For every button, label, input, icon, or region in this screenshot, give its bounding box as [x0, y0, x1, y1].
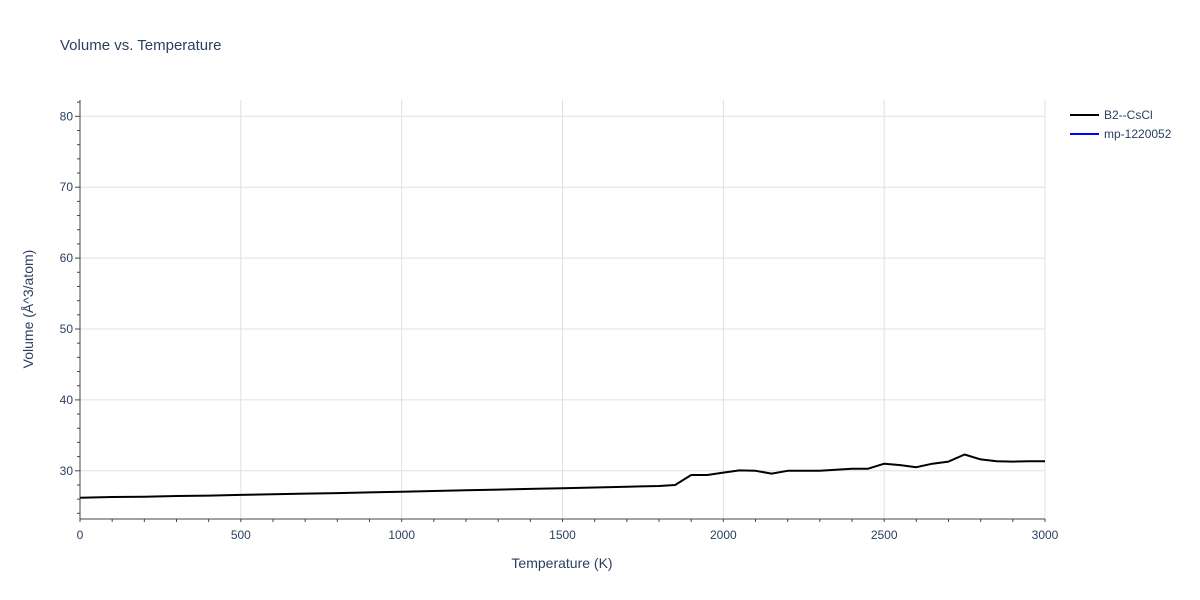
chart-title: Volume vs. Temperature: [60, 37, 221, 54]
x-tick-label: 0: [77, 528, 84, 542]
axes: 0 500 1000 1500 2000 2500 3000 30 40 50 60 70 80: [60, 100, 1059, 542]
y-axis-title: Volume (Å^3/atom): [20, 250, 36, 369]
y-tick-label: 40: [60, 393, 74, 407]
grid: [80, 100, 1046, 519]
y-tick-label: 60: [60, 251, 74, 265]
legend-label: mp-1220052: [1104, 127, 1172, 141]
x-tick-label: 2500: [871, 528, 898, 542]
x-tick-label: 2000: [710, 528, 737, 542]
series-line: [79, 453, 1045, 499]
y-tick-label: 30: [60, 464, 74, 478]
x-tick-label: 1500: [549, 528, 576, 542]
y-tick-label: 50: [60, 322, 74, 336]
y-tick-label: 80: [60, 109, 74, 123]
legend-label: B2--CsCl: [1104, 108, 1153, 122]
legend-item[interactable]: B2--CsCl: [1070, 108, 1153, 122]
x-tick-label: 3000: [1032, 528, 1059, 542]
plot-area: [79, 453, 1045, 499]
x-tick-label: 500: [231, 528, 251, 542]
x-tick-label: 1000: [388, 528, 415, 542]
legend-item[interactable]: mp-1220052: [1070, 127, 1172, 141]
y-tick-label: 70: [60, 180, 74, 194]
x-axis-title: Temperature (K): [511, 555, 612, 571]
legend[interactable]: B2--CsCl mp-1220052: [1070, 108, 1172, 141]
